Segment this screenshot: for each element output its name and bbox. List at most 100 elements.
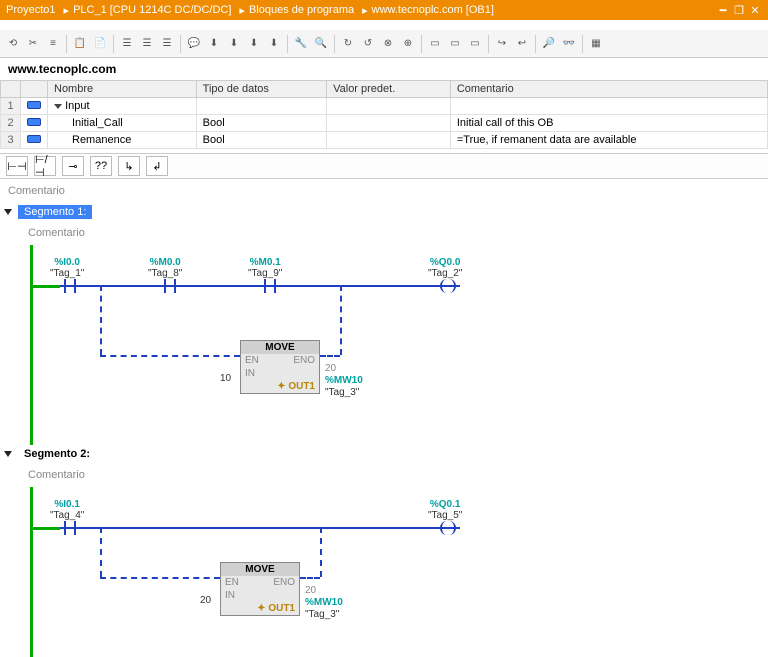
row-name[interactable]: Input <box>48 98 197 115</box>
tool-icon[interactable]: 🔧 <box>292 35 310 53</box>
table-row[interactable]: 3 Remanence Bool =True, if remanent data… <box>1 132 768 149</box>
segment-title[interactable]: Segmento 2: <box>18 447 96 461</box>
segment-title[interactable]: Segmento 1: <box>18 205 92 219</box>
tool-icon[interactable]: ⬇ <box>265 35 283 53</box>
segment-header[interactable]: Segmento 1: <box>0 203 768 221</box>
row-name[interactable]: Remanence <box>48 132 197 149</box>
tool-icon[interactable]: ▦ <box>587 35 605 53</box>
move-block[interactable]: MOVE ENENO IN ✦ OUT1 <box>240 340 320 394</box>
collapse-icon[interactable] <box>4 209 12 215</box>
row-name[interactable]: Initial_Call <box>48 115 197 132</box>
col-icon <box>21 81 48 98</box>
close-icon[interactable]: ✕ <box>748 3 762 17</box>
tag-label[interactable]: %Q0.0"Tag_2" <box>428 257 462 279</box>
move-in-value[interactable]: 20 <box>200 595 211 606</box>
tool-icon[interactable]: ▭ <box>466 35 484 53</box>
tag-label[interactable]: %Q0.1"Tag_5" <box>428 499 462 521</box>
move-block[interactable]: MOVE ENENO IN ✦ OUT1 <box>220 562 300 616</box>
row-type[interactable]: Bool <box>196 132 326 149</box>
row-num: 3 <box>1 132 21 149</box>
row-type[interactable]: Bool <box>196 115 326 132</box>
move-in-value[interactable]: 10 <box>220 373 231 384</box>
comment-label[interactable]: Comentario <box>0 179 768 203</box>
col-comment[interactable]: Comentario <box>450 81 767 98</box>
move-out-addr[interactable]: %MW10 <box>305 597 343 608</box>
move-title: MOVE <box>221 563 299 576</box>
tool-icon[interactable]: ▭ <box>426 35 444 53</box>
table-row[interactable]: 1 Input <box>1 98 768 115</box>
rung-line <box>60 285 460 287</box>
move-out-name[interactable]: "Tag_3" <box>305 609 339 620</box>
contact-no-icon[interactable]: ⊢⊣ <box>6 156 28 176</box>
pin-out: ✦ OUT1 <box>277 381 315 392</box>
tool-icon[interactable]: 📄 <box>91 35 109 53</box>
tag-label[interactable]: %M0.0"Tag_8" <box>148 257 182 279</box>
coil-icon[interactable] <box>440 279 456 293</box>
row-comment[interactable]: Initial call of this OB <box>450 115 767 132</box>
main-toolbar: ⟲ ✂ ≡ 📋 📄 ☰ ☰ ☰ 💬 ⬇ ⬇ ⬇ ⬇ 🔧 🔍 ↻ ↺ ⊗ ⊕ ▭ … <box>0 30 768 58</box>
segment-body: %I0.0"Tag_1" %M0.0"Tag_8" %M0.1"Tag_9" %… <box>20 245 768 445</box>
contact-icon[interactable] <box>62 279 78 293</box>
tool-icon[interactable]: ↩ <box>513 35 531 53</box>
row-type[interactable] <box>196 98 326 115</box>
tool-icon[interactable]: ☰ <box>138 35 156 53</box>
segment-header[interactable]: Segmento 2: <box>0 445 768 463</box>
tool-icon[interactable]: 💬 <box>185 35 203 53</box>
col-name[interactable]: Nombre <box>48 81 197 98</box>
tool-icon[interactable]: 🔍 <box>312 35 330 53</box>
tool-icon[interactable]: ☰ <box>118 35 136 53</box>
segment-comment[interactable]: Comentario <box>0 463 768 487</box>
branch-open-icon[interactable]: ↳ <box>118 156 140 176</box>
tool-icon[interactable]: ✂ <box>24 35 42 53</box>
tool-icon[interactable]: ☰ <box>158 35 176 53</box>
col-type[interactable]: Tipo de datos <box>196 81 326 98</box>
tag-label[interactable]: %I0.1"Tag_4" <box>50 499 84 521</box>
tool-icon[interactable]: ↪ <box>493 35 511 53</box>
coil-icon[interactable] <box>440 521 456 535</box>
tag-label[interactable]: %I0.0"Tag_1" <box>50 257 84 279</box>
row-def[interactable] <box>327 98 451 115</box>
move-out-addr[interactable]: %MW10 <box>325 375 363 386</box>
row-comment[interactable]: =True, if remanent data are available <box>450 132 767 149</box>
crumb-ob1[interactable]: www.tecnoplc.com [OB1] <box>372 4 494 16</box>
crumb-plc[interactable]: PLC_1 [CPU 1214C DC/DC/DC] <box>73 4 231 16</box>
tool-icon[interactable]: 🔎 <box>540 35 558 53</box>
table-row[interactable]: 2 Initial_Call Bool Initial call of this… <box>1 115 768 132</box>
contact-nc-icon[interactable]: ⊢/⊣ <box>34 156 56 176</box>
tool-icon[interactable]: 👓 <box>560 35 578 53</box>
contact-icon[interactable] <box>162 279 178 293</box>
tool-icon[interactable]: 📋 <box>71 35 89 53</box>
tool-icon[interactable]: ⊗ <box>379 35 397 53</box>
branch-close-icon[interactable]: ↲ <box>146 156 168 176</box>
rung-line <box>33 527 60 530</box>
tool-icon[interactable]: ⬇ <box>225 35 243 53</box>
tool-icon[interactable]: ⬇ <box>245 35 263 53</box>
contact-icon[interactable] <box>62 521 78 535</box>
box-icon[interactable]: ?? <box>90 156 112 176</box>
tool-icon[interactable]: ↺ <box>359 35 377 53</box>
contact-icon[interactable] <box>262 279 278 293</box>
maximize-icon[interactable]: ❐ <box>732 3 746 17</box>
pin-in: IN <box>225 590 235 601</box>
col-default[interactable]: Valor predet. <box>327 81 451 98</box>
tool-icon[interactable]: ⬇ <box>205 35 223 53</box>
row-comment[interactable] <box>450 98 767 115</box>
tool-icon[interactable]: ⟲ <box>4 35 22 53</box>
titlebar: Proyecto1 ▸ PLC_1 [CPU 1214C DC/DC/DC] ▸… <box>0 0 768 20</box>
move-out-name[interactable]: "Tag_3" <box>325 387 359 398</box>
row-def[interactable] <box>327 115 451 132</box>
coil-icon[interactable]: ⊸ <box>62 156 84 176</box>
crumb-project[interactable]: Proyecto1 <box>6 4 56 16</box>
tool-icon[interactable]: ▭ <box>446 35 464 53</box>
struct-icon <box>27 101 41 109</box>
collapse-icon[interactable] <box>4 451 12 457</box>
crumb-blocks[interactable]: Bloques de programa <box>249 4 354 16</box>
segment-comment[interactable]: Comentario <box>0 221 768 245</box>
tag-label[interactable]: %M0.1"Tag_9" <box>248 257 282 279</box>
tool-icon[interactable]: ↻ <box>339 35 357 53</box>
minimize-icon[interactable]: ━ <box>716 3 730 17</box>
row-def[interactable] <box>327 132 451 149</box>
expand-icon[interactable] <box>54 104 62 109</box>
tool-icon[interactable]: ⊕ <box>399 35 417 53</box>
tool-icon[interactable]: ≡ <box>44 35 62 53</box>
